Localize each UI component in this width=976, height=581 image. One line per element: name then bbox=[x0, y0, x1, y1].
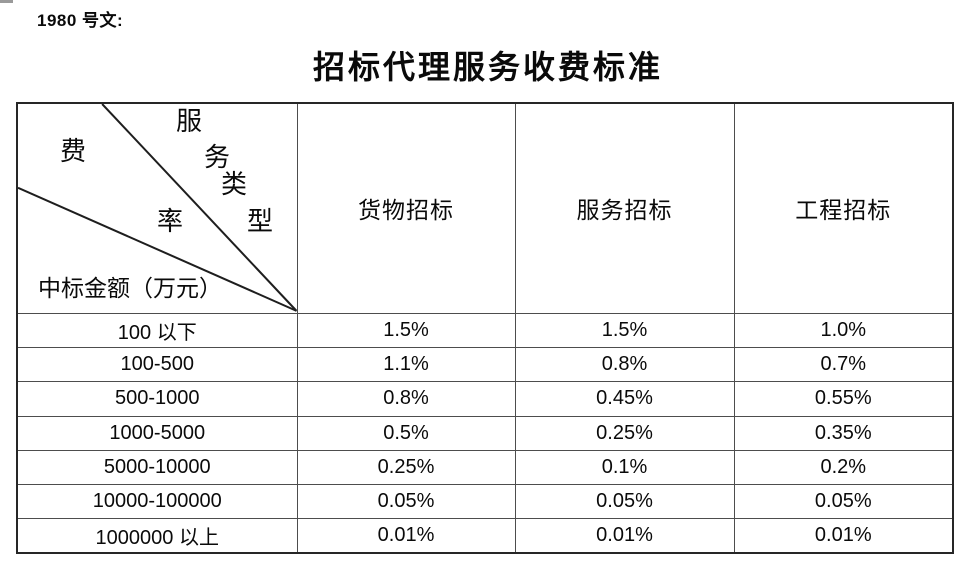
works-rate-cell: 0.55% bbox=[733, 381, 954, 417]
document-reference: 1980 号文: bbox=[37, 11, 124, 30]
goods-rate-cell: 0.8% bbox=[296, 381, 516, 417]
service-rate-cell: 1.5% bbox=[514, 312, 735, 349]
works-rate-cell: 1.0% bbox=[733, 312, 954, 349]
service-rate-cell: 0.1% bbox=[514, 449, 735, 485]
column-header-works: 工程招标 bbox=[733, 102, 954, 314]
service-rate-cell: 0.45% bbox=[514, 381, 735, 417]
corner-service-type-char-1: 服 bbox=[176, 107, 203, 136]
service-rate-cell: 0.8% bbox=[514, 347, 735, 383]
works-rate-cell: 0.7% bbox=[733, 347, 954, 383]
service-rate-cell: 0.01% bbox=[514, 518, 735, 554]
fee-standard-table: 服 费 务 类 率 型 中标金额（万元） 货物招标 服务招标 工程招标 100 … bbox=[16, 102, 954, 554]
goods-rate-cell: 1.5% bbox=[296, 312, 516, 349]
table-row: 100 以下 1.5% 1.5% 1.0% bbox=[16, 312, 954, 349]
goods-rate-cell: 0.05% bbox=[296, 483, 516, 520]
table-row: 100-500 1.1% 0.8% 0.7% bbox=[16, 347, 954, 383]
table-row: 5000-10000 0.25% 0.1% 0.2% bbox=[16, 449, 954, 485]
diagonal-divider-lines bbox=[18, 104, 296, 312]
amount-range-cell: 100 以下 bbox=[16, 312, 298, 349]
corner-amount-axis-label: 中标金额（万元） bbox=[38, 276, 222, 301]
goods-rate-cell: 0.25% bbox=[296, 449, 516, 485]
amount-range-cell: 5000-10000 bbox=[16, 449, 298, 485]
table-row: 1000000 以上 0.01% 0.01% 0.01% bbox=[16, 518, 954, 554]
table-row: 10000-100000 0.05% 0.05% 0.05% bbox=[16, 483, 954, 520]
column-header-service: 服务招标 bbox=[514, 102, 735, 314]
table-header-row: 服 费 务 类 率 型 中标金额（万元） 货物招标 服务招标 工程招标 bbox=[16, 102, 954, 314]
service-rate-cell: 0.25% bbox=[514, 415, 735, 451]
corner-rate-char-1: 费 bbox=[60, 137, 87, 166]
goods-rate-cell: 1.1% bbox=[296, 347, 516, 383]
works-rate-cell: 0.35% bbox=[733, 415, 954, 451]
service-rate-cell: 0.05% bbox=[514, 483, 735, 520]
table-row: 500-1000 0.8% 0.45% 0.55% bbox=[16, 381, 954, 417]
works-rate-cell: 0.05% bbox=[733, 483, 954, 520]
table-row: 1000-5000 0.5% 0.25% 0.35% bbox=[16, 415, 954, 451]
corner-service-type-char-4: 型 bbox=[247, 207, 274, 236]
goods-rate-cell: 0.01% bbox=[296, 518, 516, 554]
amount-range-cell: 500-1000 bbox=[16, 381, 298, 417]
works-rate-cell: 0.01% bbox=[733, 518, 954, 554]
amount-range-cell: 1000000 以上 bbox=[16, 518, 298, 554]
amount-range-cell: 100-500 bbox=[16, 347, 298, 383]
amount-range-cell: 1000-5000 bbox=[16, 415, 298, 451]
corner-service-type-char-2: 务 bbox=[204, 143, 231, 172]
column-header-goods: 货物招标 bbox=[296, 102, 516, 314]
goods-rate-cell: 0.5% bbox=[296, 415, 516, 451]
table-corner-cell: 服 费 务 类 率 型 中标金额（万元） bbox=[16, 102, 298, 314]
corner-service-type-char-3: 类 bbox=[221, 170, 248, 199]
corner-rate-char-2: 率 bbox=[157, 207, 184, 236]
page-title: 招标代理服务收费标准 bbox=[312, 49, 663, 85]
page-edge-fragment bbox=[0, 0, 13, 3]
amount-range-cell: 10000-100000 bbox=[16, 483, 298, 520]
works-rate-cell: 0.2% bbox=[733, 449, 954, 485]
